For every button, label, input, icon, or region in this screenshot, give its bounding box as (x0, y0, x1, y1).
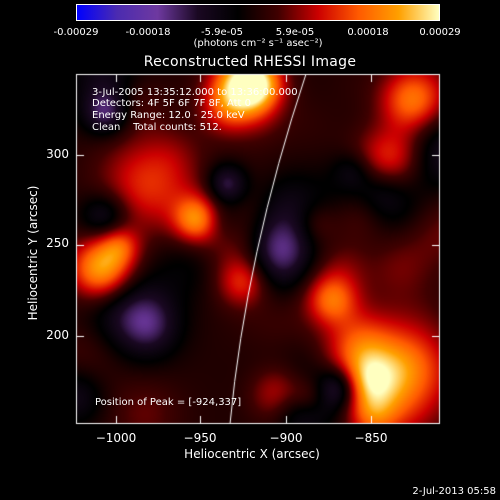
y-tick-label: 250 (46, 236, 69, 250)
x-axis-label: Heliocentric X (arcsec) (184, 447, 320, 461)
info-clean-counts: Clean Total counts: 512. (92, 122, 222, 133)
colorbar-tick: 5.9e-05 (275, 27, 315, 38)
colorbar-tick: 0.00018 (347, 27, 389, 38)
footer-date: 2-Jul-2013 05:58 (412, 486, 496, 497)
info-peak-position: Position of Peak = [-924,337] (95, 397, 242, 408)
x-tick-label: −900 (269, 431, 303, 445)
colorbar-tick: -0.00029 (53, 27, 99, 38)
y-tick-label: 300 (46, 147, 69, 161)
plot-title: Reconstructed RHESSI Image (143, 54, 357, 70)
colorbar-units: (photons cm⁻² s⁻¹ asec⁻²) (193, 38, 323, 49)
y-tick-label: 200 (46, 328, 69, 342)
info-energy-range: Energy Range: 12.0 - 25.0 keV (92, 110, 245, 121)
x-tick-label: −1000 (95, 431, 137, 445)
colorbar-tick: -0.00018 (125, 27, 171, 38)
info-time-range: 3-Jul-2005 13:35:12.000 to 13:36:00.000 (92, 87, 298, 98)
x-tick-label: −850 (354, 431, 388, 445)
colorbar-tick: -5.9e-05 (201, 27, 243, 38)
colorbar-tick: 0.00029 (419, 27, 461, 38)
colorbar (76, 4, 440, 21)
y-axis-label: Heliocentric Y (arcsec) (26, 185, 40, 321)
info-detectors: Detectors: 4F 5F 6F 7F 8F, Att 0 (92, 98, 252, 109)
x-tick-label: −950 (183, 431, 217, 445)
